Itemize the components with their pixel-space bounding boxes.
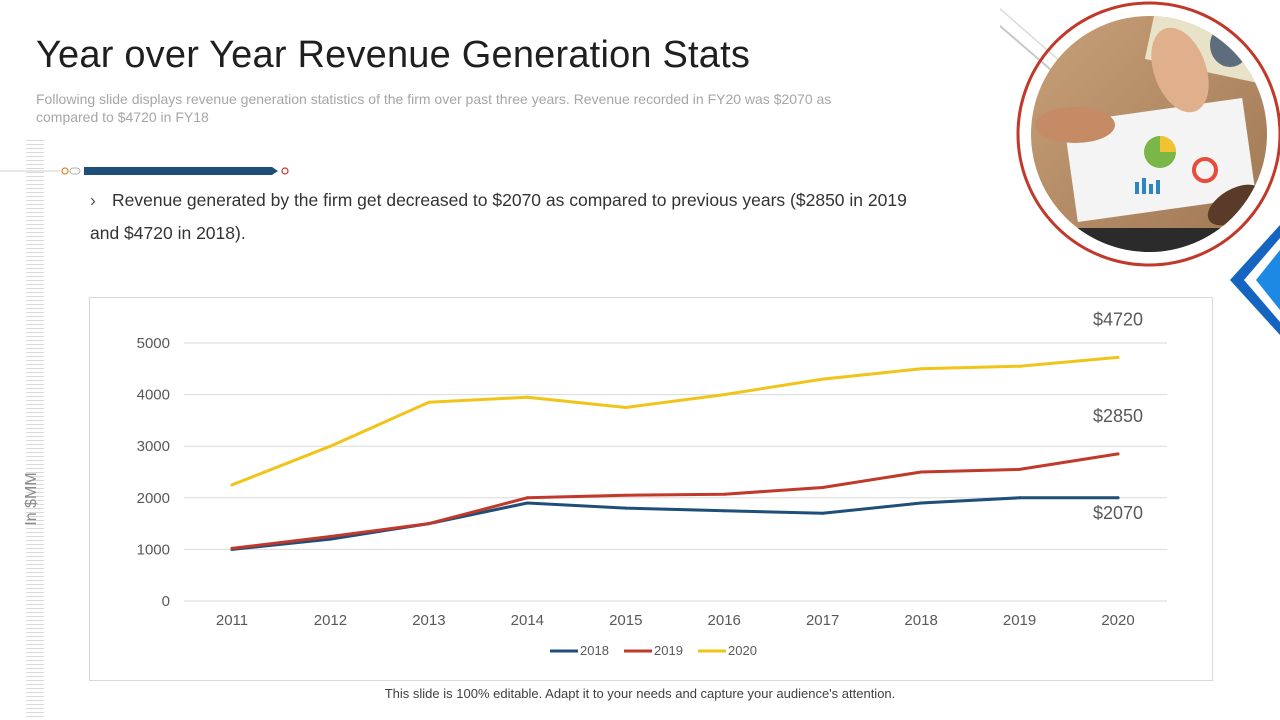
legend-label: 2018 — [580, 643, 609, 658]
y-tick-label: 3000 — [137, 438, 170, 455]
x-tick-label: 2019 — [1003, 612, 1036, 629]
data-point-2020 — [919, 367, 923, 371]
series-line-2020 — [230, 355, 1120, 487]
x-tick-label: 2016 — [708, 612, 741, 629]
key-point-text: Revenue generated by the firm get decrea… — [90, 190, 907, 243]
data-point-2019 — [624, 493, 628, 497]
data-point-2020 — [722, 393, 726, 397]
data-point-2018 — [328, 537, 332, 541]
data-point-2019 — [328, 535, 332, 538]
data-point-2018 — [1018, 496, 1022, 500]
legend-label: 2019 — [654, 643, 683, 658]
x-tick-label: 2015 — [609, 612, 642, 629]
data-point-2019 — [230, 546, 234, 550]
data-point-2019 — [1018, 467, 1022, 471]
page-title: Year over Year Revenue Generation Stats — [36, 34, 751, 76]
data-label: $2850 — [1093, 406, 1143, 426]
data-point-2019 — [525, 496, 529, 500]
x-tick-label: 2011 — [216, 612, 248, 629]
data-point-2018 — [525, 501, 529, 505]
data-point-2018 — [1116, 496, 1120, 500]
y-tick-label: 2000 — [137, 490, 170, 507]
chart-annotations: $4720 $2850 $2070 — [1093, 309, 1143, 522]
y-tick-label: 4000 — [137, 387, 170, 404]
data-label: $2070 — [1093, 503, 1143, 523]
data-point-2019 — [821, 485, 825, 489]
y-axis-ticks: 0 1000 2000 3000 4000 5000 — [137, 335, 170, 610]
legend-item-2019: 2019 — [624, 643, 683, 658]
y-tick-label: 5000 — [137, 335, 170, 352]
blue-diamond-decoration — [1256, 250, 1280, 310]
data-point-2020 — [1116, 355, 1120, 359]
chart-gridlines — [184, 342, 1167, 602]
x-tick-label: 2013 — [412, 612, 445, 629]
data-point-2018 — [624, 506, 628, 510]
data-point-2018 — [722, 509, 726, 513]
x-tick-label: 2012 — [314, 612, 347, 629]
series-line-2018 — [230, 496, 1120, 551]
data-point-2020 — [1018, 364, 1022, 368]
x-tick-label: 2018 — [904, 612, 937, 629]
data-point-2020 — [427, 400, 431, 404]
data-point-2018 — [919, 501, 923, 505]
revenue-line-chart: 0 1000 2000 3000 4000 5000 2011 2012 2013 2014 20… — [89, 297, 1213, 681]
data-point-2020 — [624, 406, 628, 409]
chart-series — [230, 355, 1120, 551]
deco-diagonal-line — [1000, 7, 1071, 71]
chevron-right-icon: › — [90, 190, 96, 210]
data-label: $4720 — [1093, 309, 1143, 329]
y-tick-label: 1000 — [137, 541, 170, 558]
data-point-2020 — [230, 483, 234, 487]
left-stripe-decoration — [26, 140, 44, 720]
photo-ring — [1016, 1, 1280, 267]
data-point-2019 — [1116, 452, 1120, 456]
data-point-2020 — [525, 395, 529, 399]
data-point-2018 — [821, 511, 825, 515]
footer-note: This slide is 100% editable. Adapt it to… — [384, 686, 896, 701]
data-point-2019 — [919, 470, 923, 474]
x-axis-ticks: 2011 2012 2013 2014 2015 2016 2017 2018 2019 2020 — [216, 612, 1135, 629]
key-point-bullet: › Revenue generated by the firm get decre… — [90, 184, 930, 250]
data-point-2019 — [427, 522, 431, 526]
data-point-2020 — [328, 444, 332, 448]
meeting-photo-decoration — [1000, 1, 1280, 335]
legend-label: 2020 — [728, 643, 757, 658]
data-point-2020 — [821, 377, 825, 381]
chart-legend: 2018 2019 2020 — [550, 643, 757, 658]
legend-item-2018: 2018 — [550, 643, 609, 658]
legend-item-2020: 2020 — [698, 643, 757, 658]
x-tick-label: 2014 — [511, 612, 544, 629]
y-axis-label: In $MM — [23, 472, 40, 526]
series-line-2019 — [230, 452, 1120, 550]
x-tick-label: 2017 — [806, 612, 839, 629]
data-point-2019 — [722, 492, 726, 496]
x-tick-label: 2020 — [1101, 612, 1134, 629]
page-subtitle: Following slide displays revenue generat… — [36, 91, 832, 125]
y-tick-label: 0 — [162, 593, 170, 610]
header-divider-decoration — [0, 167, 289, 175]
